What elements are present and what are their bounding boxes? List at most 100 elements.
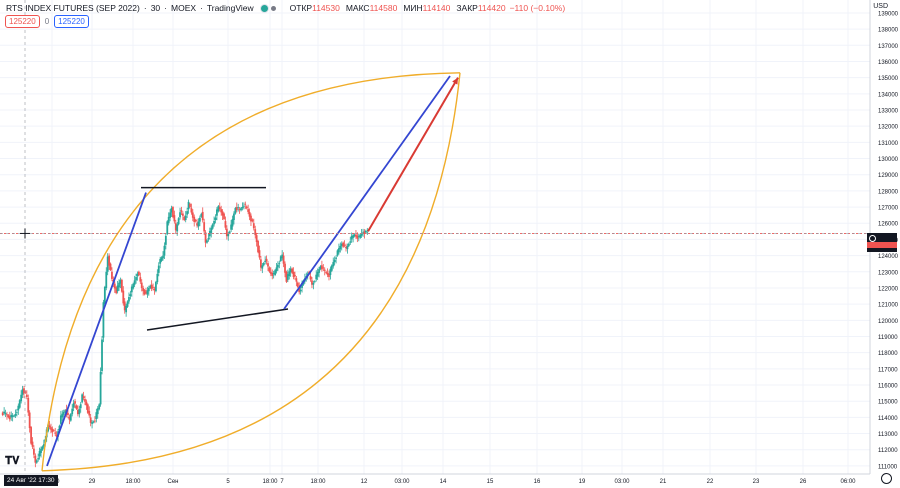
candle-body <box>328 273 330 277</box>
candle-body <box>98 404 101 410</box>
spread-value: 0 <box>44 17 50 26</box>
candle-body <box>181 213 184 216</box>
candle-body <box>89 417 92 423</box>
open-value: 114530 <box>312 3 340 13</box>
price-tick-label: 113000 <box>878 432 898 438</box>
candle-body <box>247 209 250 212</box>
sell-button[interactable]: 125220 <box>5 15 40 28</box>
time-tick-label: 16 <box>534 479 541 485</box>
projection-arrow-head <box>452 77 458 85</box>
candle-body <box>282 255 285 264</box>
candle-body <box>79 404 82 409</box>
candle-body <box>183 216 186 221</box>
time-tick-label: 12 <box>361 479 368 485</box>
interval-label[interactable]: 30 <box>150 3 161 13</box>
candle-body <box>71 408 74 415</box>
candle-body <box>102 302 105 338</box>
candle-body <box>220 209 223 213</box>
price-tick-label: 133000 <box>878 109 899 115</box>
buy-button[interactable]: 125220 <box>54 15 89 28</box>
candle-body <box>184 215 187 221</box>
candle-body <box>25 394 28 397</box>
currency-label[interactable]: USD <box>873 3 888 10</box>
time-tick-label: 7 <box>280 479 284 485</box>
candle-body <box>315 274 318 280</box>
candle-body <box>301 282 303 288</box>
market-status-icon[interactable] <box>259 3 269 13</box>
gear-icon[interactable] <box>881 473 892 484</box>
candle-body <box>27 397 30 413</box>
candle-body <box>281 254 284 259</box>
candle-body <box>179 212 181 218</box>
candle-body <box>11 415 14 417</box>
candle-body <box>180 210 183 212</box>
time-tick-label: 22 <box>707 479 714 485</box>
candle-body <box>193 216 196 222</box>
candle-body <box>69 414 72 421</box>
candle-body <box>286 274 289 280</box>
time-tick-label: 03:00 <box>614 479 630 485</box>
candle-body <box>122 290 125 304</box>
candle-body <box>230 224 233 230</box>
candle-body <box>197 221 200 227</box>
candle-body <box>132 283 135 289</box>
price-tick-label: 127000 <box>878 206 899 212</box>
price-countdown-label <box>867 242 897 248</box>
candle-body <box>92 421 95 423</box>
price-tick-label: 135000 <box>878 76 899 82</box>
candle-body <box>146 290 149 295</box>
candle-body <box>364 230 367 233</box>
candle-body <box>145 292 147 294</box>
candle-body <box>75 405 78 409</box>
candle-body <box>352 235 355 238</box>
candle-body <box>330 265 333 271</box>
high-label: МАКС <box>345 3 370 13</box>
candle-body <box>225 228 228 237</box>
candle-body <box>264 260 267 263</box>
candle-body <box>237 207 240 209</box>
candle-body <box>267 263 269 267</box>
candle-body <box>28 412 31 429</box>
candle-body <box>116 285 119 292</box>
candle-body <box>18 400 21 408</box>
candle-body <box>355 234 357 237</box>
chart-grid <box>0 0 870 474</box>
symbol-title[interactable]: RTS INDEX FUTURES (SEP 2022) <box>6 3 140 13</box>
price-tick-label: 138000 <box>878 28 899 34</box>
candle-body <box>8 416 11 420</box>
candle-body <box>13 415 15 417</box>
candle-body <box>218 207 221 210</box>
candle-body <box>191 212 194 218</box>
candle-body <box>338 248 340 253</box>
candle-body <box>78 409 81 415</box>
arc-upper <box>41 72 461 471</box>
candle-body <box>30 427 32 444</box>
candle-body <box>85 401 88 406</box>
candle-body <box>295 278 298 282</box>
candle-body <box>214 217 217 221</box>
candle-body <box>238 209 241 211</box>
candle-body <box>217 206 220 212</box>
projection-arrow <box>367 77 459 232</box>
candle-body <box>74 401 76 404</box>
candle-body <box>240 208 242 211</box>
price-tick-label: 112000 <box>878 448 898 454</box>
candle-body <box>359 234 362 238</box>
candle-body <box>345 246 347 249</box>
price-tick-label: 134000 <box>878 92 899 98</box>
candle-body <box>350 235 353 240</box>
price-tick-label: 123000 <box>878 270 899 276</box>
candle-body <box>101 339 103 372</box>
drawings[interactable] <box>41 72 461 472</box>
candle-body <box>149 285 152 288</box>
candle-body <box>86 404 89 413</box>
candle-body <box>339 245 342 250</box>
tradingview-logo[interactable]: 𝐓𝐕 <box>5 455 20 467</box>
candle-body <box>64 410 67 412</box>
trend-line-1 <box>46 192 147 467</box>
price-tick-label: 122000 <box>878 286 899 292</box>
close-label: ЗАКР <box>456 3 478 13</box>
trend-line-2 <box>283 75 451 310</box>
candle-body <box>162 255 164 259</box>
